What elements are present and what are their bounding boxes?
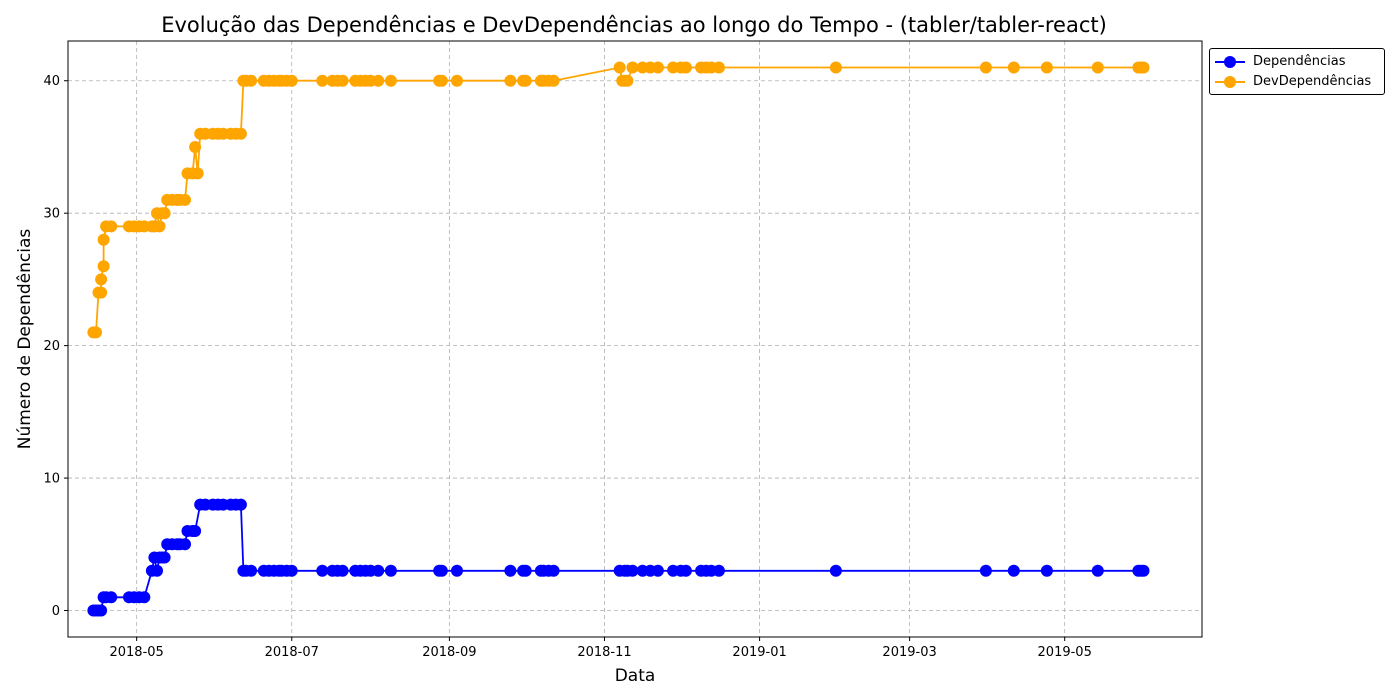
data-point-devdependencias — [1007, 61, 1020, 74]
x-axis-label: Data — [615, 666, 656, 686]
data-point-dependencias — [1040, 564, 1053, 577]
axis-ticks: 0 10 20 30 40 2018-05 2018-07 2018-09 2018-11 201… — [43, 74, 1091, 660]
data-point-dependencias — [1137, 564, 1150, 577]
data-point-dependencias — [285, 564, 298, 577]
series-dependencias — [87, 498, 1150, 617]
data-point-dependencias — [336, 564, 349, 577]
data-point-devdependencias — [316, 74, 329, 87]
data-point-dependencias — [1007, 564, 1020, 577]
data-point-dependencias — [151, 564, 163, 577]
data-point-dependencias — [179, 538, 191, 551]
data-point-devdependencias — [451, 74, 463, 87]
data-point-dependencias — [651, 564, 664, 577]
data-point-dependencias — [679, 564, 692, 577]
data-point-devdependencias — [97, 233, 110, 246]
data-point-devdependencias — [613, 61, 626, 74]
data-point-devdependencias — [234, 127, 247, 140]
legend-item-devdependencias: DevDependências — [1210, 72, 1384, 92]
data-point-dependencias — [519, 564, 532, 577]
data-point-devdependencias — [1137, 61, 1150, 74]
data-point-devdependencias — [336, 74, 349, 87]
data-point-devdependencias — [105, 220, 118, 233]
data-point-dependencias — [372, 564, 385, 577]
chart-title: Evolução das Dependências e DevDependênc… — [161, 13, 1107, 37]
data-point-devdependencias — [384, 74, 397, 87]
legend-marker-dependencias — [1224, 56, 1236, 68]
data-point-devdependencias — [95, 286, 108, 299]
y-tick-label: 0 — [52, 604, 60, 619]
data-point-dependencias — [435, 564, 448, 577]
x-tick-label: 2019-05 — [1038, 645, 1092, 660]
data-point-dependencias — [189, 525, 202, 537]
legend-label-dependencias: Dependências — [1253, 54, 1346, 69]
data-point-dependencias — [158, 551, 171, 564]
data-point-devdependencias — [158, 207, 171, 220]
data-point-devdependencias — [621, 74, 634, 87]
x-tick-label: 2019-03 — [882, 645, 936, 660]
data-point-dependencias — [245, 564, 258, 577]
legend-marker-devdependencias — [1224, 76, 1236, 88]
data-point-dependencias — [105, 591, 118, 604]
data-point-devdependencias — [829, 61, 842, 74]
legend: Dependências DevDependências — [1209, 48, 1385, 95]
data-point-dependencias — [1091, 564, 1104, 577]
data-point-dependencias — [547, 564, 560, 577]
data-point-devdependencias — [1091, 61, 1104, 74]
data-point-devdependencias — [153, 220, 166, 233]
data-point-devdependencias — [90, 326, 102, 339]
y-tick-label: 30 — [43, 207, 60, 222]
data-point-devdependencias — [191, 167, 204, 180]
y-axis-label: Número de Dependências — [15, 229, 35, 450]
data-point-devdependencias — [679, 61, 692, 74]
data-point-devdependencias — [979, 61, 992, 74]
data-point-dependencias — [504, 564, 517, 577]
data-point-dependencias — [626, 564, 639, 577]
series-devdependencias — [87, 61, 1150, 339]
data-point-dependencias — [234, 498, 247, 511]
data-point-devdependencias — [435, 74, 448, 87]
legend-item-dependencias: Dependências — [1210, 52, 1384, 72]
x-tick-label: 2018-07 — [265, 645, 319, 660]
data-point-dependencias — [316, 564, 329, 577]
data-point-devdependencias — [372, 74, 385, 87]
data-point-devdependencias — [179, 193, 191, 206]
legend-label-devdependencias: DevDependências — [1253, 74, 1372, 89]
y-tick-label: 10 — [43, 472, 60, 487]
data-point-devdependencias — [97, 260, 110, 273]
data-point-dependencias — [95, 604, 108, 617]
data-point-dependencias — [451, 564, 463, 577]
data-point-dependencias — [979, 564, 992, 577]
series-line-dependencias — [93, 503, 1144, 612]
data-point-devdependencias — [651, 61, 664, 74]
data-point-devdependencias — [1040, 61, 1053, 74]
data-point-devdependencias — [245, 74, 258, 87]
data-point-devdependencias — [189, 141, 202, 153]
x-tick-label: 2018-09 — [422, 645, 476, 660]
x-tick-label: 2018-05 — [109, 645, 163, 660]
x-tick-label: 2018-11 — [577, 645, 631, 660]
plot-area — [87, 61, 1150, 617]
y-tick-label: 40 — [43, 74, 60, 89]
plot-frame — [67, 40, 1203, 638]
data-point-devdependencias — [547, 74, 560, 87]
data-point-devdependencias — [95, 273, 108, 286]
data-point-dependencias — [384, 564, 397, 577]
data-point-dependencias — [829, 564, 842, 577]
series-line-devdependencias — [93, 66, 1144, 334]
data-point-dependencias — [138, 591, 151, 604]
data-point-devdependencias — [285, 74, 298, 87]
data-point-devdependencias — [712, 61, 725, 74]
data-point-devdependencias — [626, 61, 639, 74]
x-tick-label: 2019-01 — [732, 645, 786, 660]
y-tick-label: 20 — [43, 339, 60, 354]
data-point-devdependencias — [519, 74, 532, 87]
data-point-dependencias — [712, 564, 725, 577]
data-point-devdependencias — [504, 74, 517, 87]
